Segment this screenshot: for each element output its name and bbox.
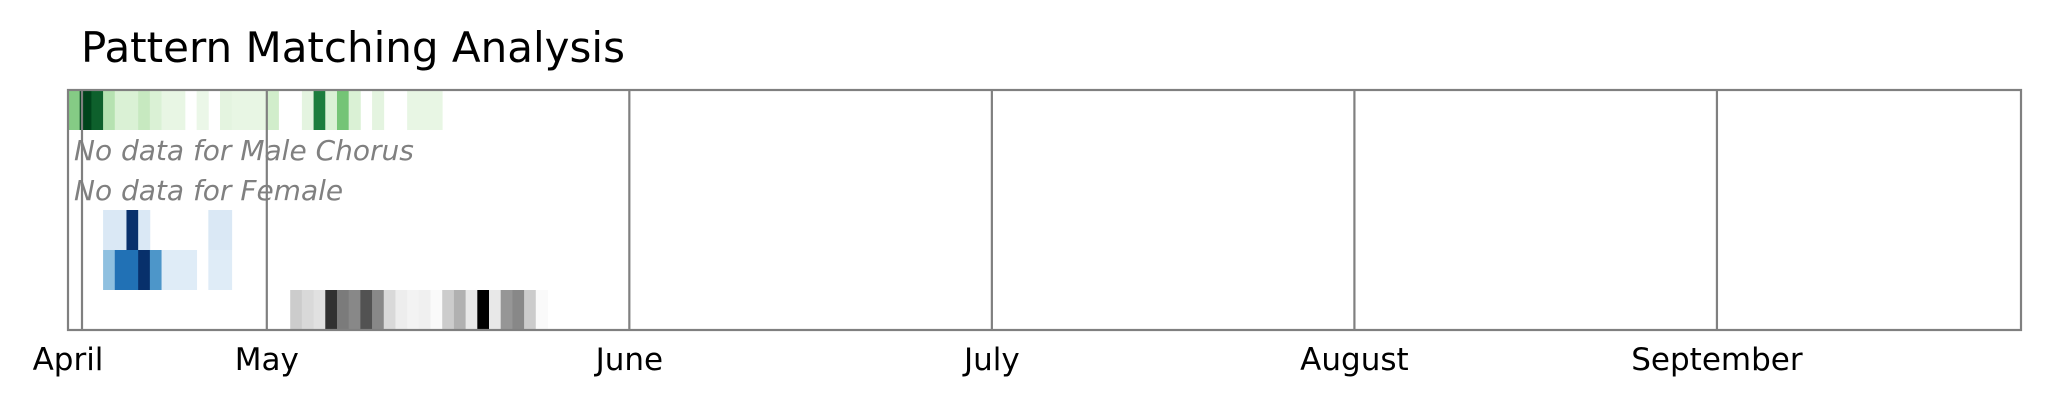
no-data-annotation: No data for Male Chorus <box>74 134 414 167</box>
heatmap-cell <box>500 290 513 330</box>
x-tick-label: June <box>594 342 664 378</box>
heatmap-cell <box>161 90 174 130</box>
heatmap-cell <box>465 290 478 330</box>
heatmap-cell <box>290 290 303 330</box>
heatmap-cell <box>196 90 209 130</box>
heatmap-cell <box>383 290 396 330</box>
heatmap-cell <box>535 290 548 330</box>
heatmap-cell <box>395 290 408 330</box>
plot-frame <box>66 88 2023 332</box>
no-data-annotation: No data for Female <box>74 174 343 207</box>
heatmap-cell <box>301 290 314 330</box>
heatmap-cell <box>442 290 455 330</box>
heatmap-cell <box>255 90 268 130</box>
heatmap-cell <box>114 210 127 250</box>
heatmap-cell <box>138 90 151 130</box>
x-tick-label: July <box>962 342 1020 378</box>
heatmap-cell <box>184 250 198 290</box>
heatmap-cell <box>220 210 233 250</box>
heatmap-cell <box>103 90 116 130</box>
heatmap-cell <box>161 250 174 290</box>
heatmap-cell <box>138 210 151 250</box>
heatmap-cell <box>313 290 326 330</box>
heatmap-cell <box>173 250 186 290</box>
heatmap-cell <box>126 210 139 250</box>
heatmap-cell <box>489 290 502 330</box>
heatmap-cell <box>336 90 350 130</box>
x-tick-labels: April May June July August September <box>33 342 1803 378</box>
heatmap-cell <box>126 90 139 130</box>
heatmap-cell <box>418 90 431 130</box>
heatmap-cell <box>524 290 537 330</box>
heatmap-cell <box>325 290 338 330</box>
heatmap-cell <box>407 90 420 130</box>
x-tick-label: August <box>1300 342 1409 378</box>
heatmap-cell <box>360 290 373 330</box>
heatmap-cell <box>208 210 221 250</box>
heatmap-cell <box>231 90 244 130</box>
heatmap-cell <box>220 90 233 130</box>
x-tick-label: May <box>235 342 299 378</box>
x-tick-label: September <box>1631 342 1803 378</box>
heatmap-cell <box>512 290 525 330</box>
heatmap-cell <box>173 90 186 130</box>
heatmap-cell <box>348 290 361 330</box>
heatmap-cell <box>372 290 385 330</box>
heatmap-cell <box>348 90 361 130</box>
heatmap-cell <box>91 90 104 130</box>
heatmap-cell <box>418 290 431 330</box>
heatmap-cell <box>114 250 127 290</box>
heatmap-cell <box>477 290 490 330</box>
annotations: No data for Male Chorus No data for Femal… <box>74 134 414 207</box>
heatmap-cell <box>430 90 443 130</box>
heatmap-cell <box>114 90 127 130</box>
heatmap-cell <box>372 90 385 130</box>
heatmap-cell <box>68 90 81 130</box>
heatmap-cell <box>149 90 162 130</box>
heatmap-cell <box>313 90 326 130</box>
heatmap-cell <box>208 250 221 290</box>
heatmap-cell <box>336 290 350 330</box>
heatmap-cell <box>453 290 467 330</box>
heatmap-cell <box>430 290 443 330</box>
heatmap-cell <box>149 250 162 290</box>
heatmap-cell <box>407 290 420 330</box>
chart-title: Pattern Matching Analysis <box>81 23 625 72</box>
heatmap-cells <box>68 90 548 330</box>
heatmap-cell <box>243 90 256 130</box>
heatmap-cell <box>126 250 139 290</box>
month-gridlines <box>80 90 1719 330</box>
heatmap-cell <box>325 90 338 130</box>
heatmap-cell <box>138 250 151 290</box>
heatmap-cell <box>103 250 116 290</box>
heatmap-cell <box>103 210 116 250</box>
heatmap-cell <box>220 250 233 290</box>
heatmap-cell <box>266 90 279 130</box>
heatmap-cell <box>301 90 314 130</box>
x-tick-label: April <box>33 342 104 378</box>
